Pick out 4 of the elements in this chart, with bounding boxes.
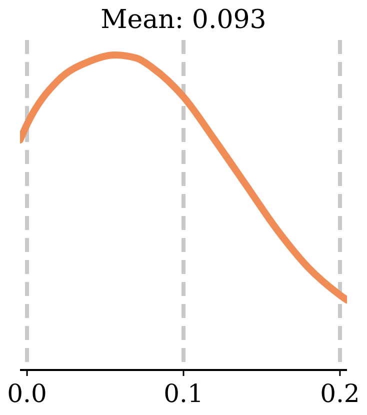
chart-title: Mean: 0.093: [100, 5, 266, 35]
x-tick-label: 0.1: [164, 379, 204, 408]
x-tick-label: 0.0: [7, 379, 47, 408]
x-tick-label: 0.2: [320, 379, 360, 408]
